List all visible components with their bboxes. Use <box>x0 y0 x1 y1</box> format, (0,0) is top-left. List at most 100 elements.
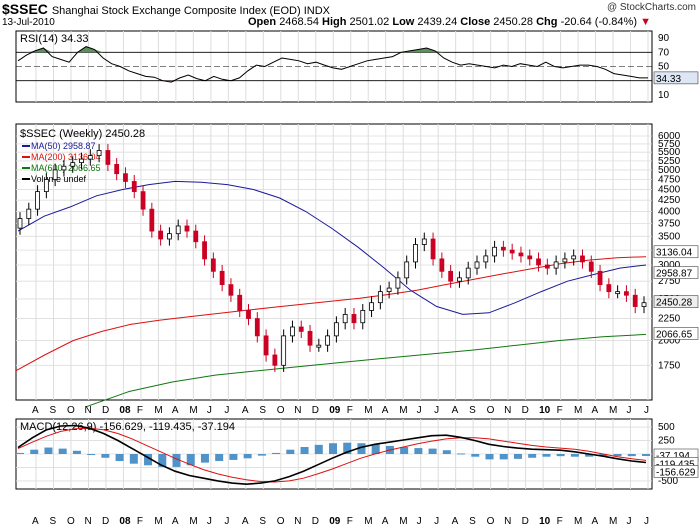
low-value: 2439.24 <box>417 16 458 28</box>
candle-body <box>527 255 533 260</box>
price-xaxis-label: N <box>294 405 301 416</box>
close-label: Close <box>460 16 491 28</box>
price-xaxis-label: O <box>67 405 75 416</box>
macd-xaxis-label: A <box>452 516 459 527</box>
macd-xaxis-label: 08 <box>119 516 131 527</box>
open-value: 2468.54 <box>279 16 319 28</box>
price-xaxis-label: M <box>399 405 407 416</box>
candle-body <box>624 291 629 296</box>
macd-xaxis-label: N <box>504 516 511 527</box>
candle-body <box>272 354 278 366</box>
macd-hist-bar <box>442 450 451 454</box>
candle-body <box>298 326 304 332</box>
macd-xaxis-label: F <box>347 516 353 527</box>
macd-hist-bar <box>87 454 96 455</box>
price-xaxis-label: A <box>172 405 179 416</box>
macd-current-label: -156.629 <box>656 467 696 478</box>
macd-hist-bar <box>243 454 252 459</box>
price-tick: 2250 <box>658 314 681 325</box>
macd-hist-bar <box>44 447 53 454</box>
ma50-current-label-box <box>653 266 699 279</box>
price-tick: 1750 <box>658 360 681 371</box>
candle-body <box>342 314 348 324</box>
rsi-title: RSI(14) 34.33 <box>20 33 88 45</box>
candle-body <box>395 277 401 289</box>
macd-hist-bar <box>542 454 551 457</box>
price-title: $SSEC (Weekly) 2450.28 <box>20 128 145 140</box>
candle-body <box>474 261 480 269</box>
macd-hist-bar <box>257 454 266 456</box>
legend-3: Volume undef <box>31 174 87 184</box>
down-arrow-icon: ▼ <box>640 16 651 28</box>
macd-signal-line <box>17 427 647 483</box>
macd-xaxis-label: M <box>574 516 582 527</box>
macd-hist-bar <box>371 444 380 454</box>
candle-body <box>404 261 410 279</box>
macd-xaxis-label: N <box>294 516 301 527</box>
macd-xaxis-label: A <box>172 516 179 527</box>
price-xaxis-label: F <box>137 405 143 416</box>
price-xaxis-label: A <box>32 405 39 416</box>
macd-xaxis-label: J <box>207 516 212 527</box>
candle-body <box>123 173 128 182</box>
open-label: Open <box>248 16 277 28</box>
close-value: 2450.28 <box>493 16 534 28</box>
macd-hist-bar <box>30 449 39 454</box>
ma50-line <box>17 180 647 315</box>
candle-body <box>325 335 331 346</box>
macd-hist-bar <box>428 448 437 454</box>
candle-body <box>580 255 585 263</box>
macd-xaxis-label: J <box>644 516 649 527</box>
index-name: Shanghai Stock Exchange Composite Index … <box>51 5 301 17</box>
macd-hist-bar <box>58 448 67 454</box>
price-xaxis-label: 10 <box>539 405 551 416</box>
legend-1: MA(200) 3136.04 <box>31 152 101 162</box>
candle-body <box>492 246 497 257</box>
macd-xaxis-label: D <box>522 516 529 527</box>
chg-value: -20.64 (-0.84%) <box>560 16 637 28</box>
macd-hist-bar <box>556 454 565 457</box>
macd-xaxis-label: D <box>102 516 109 527</box>
rsi-overbought-fill <box>18 46 648 53</box>
candle-body <box>254 318 260 337</box>
macd-xaxis-label: 10 <box>539 516 551 527</box>
candle-body <box>369 302 374 311</box>
candle-body <box>377 291 383 304</box>
candle-body <box>413 244 418 263</box>
macd-hist-bar <box>172 454 181 467</box>
candle-body <box>439 258 445 272</box>
macd-hist-label: -37.194 <box>656 451 690 462</box>
macd-xaxis-label: 09 <box>329 516 341 527</box>
macd-xaxis-label: F <box>137 516 143 527</box>
price-tick: 5500 <box>658 147 681 158</box>
macd-hist-bar <box>400 447 409 454</box>
candle-body <box>483 255 489 263</box>
macd-hist-bar <box>513 454 522 459</box>
candle-body <box>500 246 506 251</box>
candle-body <box>131 181 137 193</box>
macd-hist-bar <box>200 454 209 463</box>
macd-xaxis-label: A <box>242 516 249 527</box>
candle-body <box>228 284 234 296</box>
candle-body <box>316 344 322 348</box>
candle-body <box>52 169 58 180</box>
price-tick: 3500 <box>658 231 681 242</box>
macd-title: MACD(12,26,9) -156.629, -119.435, -37.19… <box>20 421 235 433</box>
price-xaxis-label: A <box>242 405 249 416</box>
price-tick: 2000 <box>658 335 681 346</box>
macd-hist-bar <box>186 454 195 466</box>
candle-body <box>26 208 32 219</box>
price-xaxis-label: F <box>347 405 353 416</box>
ma600-line <box>85 333 647 408</box>
macd-hist-bar <box>115 454 124 461</box>
macd-hist-bar <box>570 454 579 457</box>
macd-xaxis-label: M <box>154 516 162 527</box>
ma600-current-label-box <box>653 327 699 340</box>
macd-xaxis-label: O <box>277 516 285 527</box>
macd-tick: 500 <box>658 422 675 433</box>
candle-body <box>457 277 462 282</box>
price-xaxis-label: O <box>277 405 285 416</box>
macd-xaxis-label: S <box>469 516 476 527</box>
macd-hist-bar <box>144 454 153 466</box>
macd-line <box>17 424 647 486</box>
